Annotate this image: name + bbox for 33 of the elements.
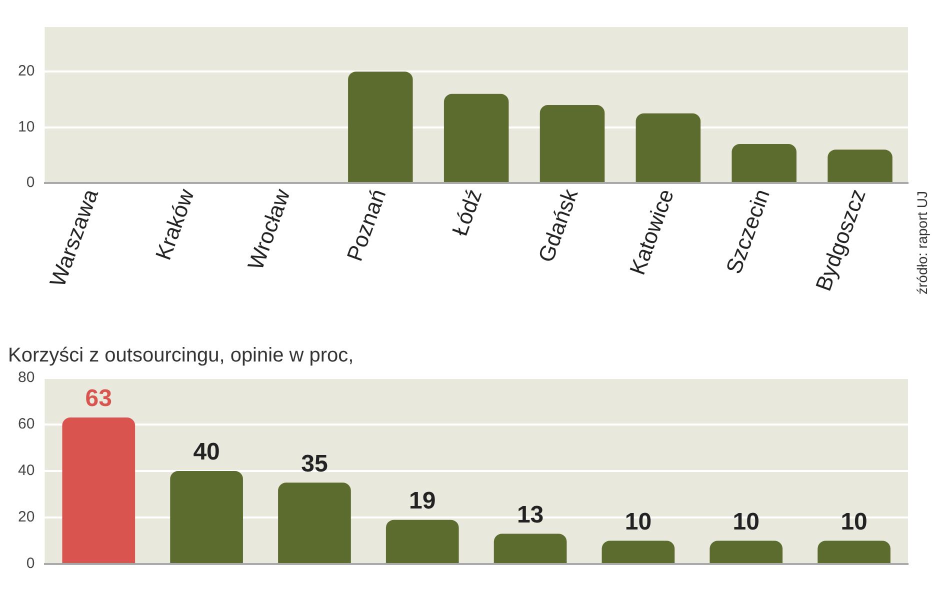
data-label: 40 xyxy=(193,438,220,466)
bar xyxy=(540,105,605,182)
bar xyxy=(602,540,675,563)
data-label: 13 xyxy=(516,501,544,528)
y-tick-label: 20 xyxy=(18,62,35,80)
y-tick-label: 10 xyxy=(18,118,35,136)
data-label: 35 xyxy=(301,450,328,478)
x-tick-label: Łódź xyxy=(446,186,487,240)
y-tick-label: 40 xyxy=(18,462,35,480)
bar xyxy=(62,418,136,563)
text: źródło: raport UJ xyxy=(914,191,930,294)
data-label: 10 xyxy=(624,508,652,536)
data-label: 63 xyxy=(85,385,112,412)
bar xyxy=(636,113,701,182)
bar xyxy=(278,482,351,563)
bar xyxy=(348,72,413,182)
bar xyxy=(494,534,567,563)
bar xyxy=(828,150,892,182)
bar xyxy=(386,520,459,563)
y-tick-label: 20 xyxy=(18,508,35,526)
bar xyxy=(732,144,796,182)
data-label: 19 xyxy=(409,487,436,514)
data-label: 10 xyxy=(840,508,868,536)
bar xyxy=(818,540,890,563)
y-tick-label: 80 xyxy=(18,369,35,386)
data-label: 10 xyxy=(732,508,760,536)
bar xyxy=(710,540,783,563)
bar xyxy=(444,94,509,182)
y-tick-label: 60 xyxy=(18,416,35,433)
bar xyxy=(170,471,243,563)
chart-title: Korzyści z outsourcingu, opinie w proc, xyxy=(8,344,354,367)
y-tick-label: 0 xyxy=(26,174,35,192)
y-tick-label: 0 xyxy=(26,555,35,572)
